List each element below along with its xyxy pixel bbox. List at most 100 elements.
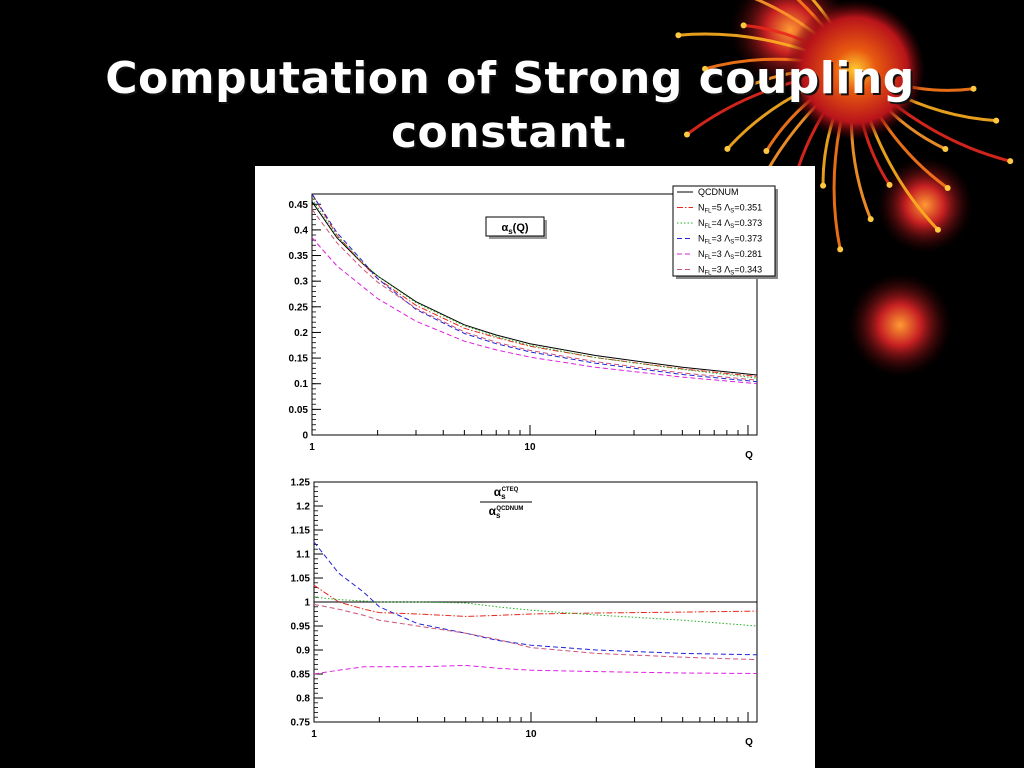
legend-lambda-symbol: Λ — [724, 203, 730, 213]
orb-ray-tip — [867, 216, 874, 223]
ratio-num-symbol: α — [494, 485, 502, 499]
ratio-num-sup: CTEQ — [502, 487, 519, 493]
chart-title-suffix: (Q) — [513, 222, 529, 234]
y-tick-label: 0.4 — [294, 225, 308, 236]
alpha-s-chart: 0 0.05 0.1 0.15 0.2 0.25 0.3 0.35 0.4 0.45 1 10 Qαs(… — [289, 185, 778, 461]
y-tick-label: 0 — [302, 431, 308, 442]
y-tick-label: 0.1 — [294, 379, 308, 390]
legend-lambda-sub: S — [730, 209, 734, 215]
legend-n-value: =3 — [712, 249, 725, 259]
legend-n-sub: FL — [705, 209, 713, 215]
legend-n-value: =5 — [712, 203, 725, 213]
y-tick-label: 1.2 — [296, 502, 310, 513]
orb-ray-tip — [724, 145, 731, 152]
orb-ray-tip — [993, 117, 1000, 124]
series-line — [311, 193, 758, 383]
legend-lambda-sub: S — [730, 255, 734, 261]
legend-label: NFL=5 ΛS=0.351 — [698, 203, 762, 215]
orb-ray-tip — [1007, 158, 1014, 165]
chart-title-sub: s — [508, 227, 513, 236]
legend-label: NFL=3 ΛS=0.343 — [698, 265, 762, 277]
legend-lambda-symbol: Λ — [724, 265, 730, 275]
ratio-den-sup: QCDNUM — [496, 506, 523, 512]
x-axis-label: Q — [745, 450, 753, 461]
legend-n-symbol: N — [698, 249, 705, 259]
legend-lambda-symbol: Λ — [724, 234, 730, 244]
y-tick-label: 1.05 — [291, 574, 311, 585]
legend-n-symbol: N — [698, 265, 705, 275]
x-tick-label: 1 — [309, 442, 315, 453]
y-tick-label: 0.3 — [294, 277, 308, 288]
ratio-den-sub: s — [496, 511, 501, 520]
series-line — [313, 596, 758, 627]
legend-lambda-symbol: Λ — [724, 249, 730, 259]
orb-ray-tip — [733, 88, 740, 95]
x-tick-label: 10 — [524, 442, 536, 453]
y-tick-label: 0.8 — [296, 694, 310, 705]
series-line — [313, 584, 758, 617]
title-box — [485, 216, 545, 237]
orb-ray-tip — [763, 147, 770, 154]
orb-ray-tip — [740, 22, 747, 29]
legend-lambda-sub: S — [730, 224, 734, 230]
orb-ray-tip — [683, 131, 690, 138]
x-tick-label: 1 — [311, 729, 317, 740]
y-tick-label: 1.15 — [291, 526, 311, 537]
series-line — [311, 237, 758, 385]
alpha-s-ratio-chart: 0.75 0.8 0.85 0.9 0.95 1 1.05 1.1 1.15 1.2 1.25 1 10… — [291, 478, 758, 748]
legend-lambda-value: =0.373 — [734, 234, 762, 244]
x-tick-label: 10 — [525, 729, 537, 740]
legend-n-value: =4 — [712, 218, 725, 228]
series-line — [311, 201, 758, 376]
legend-lambda-value: =0.343 — [734, 265, 762, 275]
legend-n-value: =3 — [712, 265, 725, 275]
chart-title: αs(Q) — [501, 222, 528, 236]
legend-lambda-value: =0.281 — [734, 249, 762, 259]
y-tick-label: 1 — [304, 598, 310, 609]
legend-lambda-sub: S — [730, 271, 734, 277]
series-line — [313, 541, 758, 656]
orb-ray-tip — [702, 65, 709, 72]
orb-ray-tip — [837, 246, 844, 253]
y-tick-label: 0.75 — [291, 718, 311, 729]
y-tick-label: 0.9 — [296, 646, 310, 657]
y-tick-label: 1.1 — [296, 550, 310, 561]
ratio-numerator: αsCTEQ — [494, 485, 519, 501]
ratio-den-symbol: α — [489, 504, 497, 518]
y-tick-label: 1.25 — [291, 478, 311, 489]
y-tick-label: 0.05 — [289, 405, 309, 416]
y-tick-label: 0.25 — [289, 302, 309, 313]
legend-lambda-value: =0.373 — [734, 218, 762, 228]
legend-box — [672, 185, 776, 277]
series-line — [313, 664, 758, 675]
legend-label: NFL=3 ΛS=0.373 — [698, 234, 762, 246]
legend-n-sub: FL — [705, 224, 713, 230]
series-line — [311, 193, 758, 377]
y-tick-label: 0.45 — [289, 200, 309, 211]
y-tick-label: 0.85 — [291, 670, 311, 681]
y-tick-label: 0.95 — [291, 622, 311, 633]
legend-label: QCDNUM — [698, 187, 739, 197]
y-tick-label: 0.15 — [289, 354, 309, 365]
orb-ray-tip — [944, 184, 951, 191]
legend-lambda-symbol: Λ — [724, 218, 730, 228]
y-tick-label: 0.35 — [289, 251, 309, 262]
charts-svg: 00.050.10.150.20.250.30.350.40.451 10Qαs(… — [289, 185, 778, 748]
legend-n-sub: FL — [705, 271, 713, 277]
series-line — [313, 603, 758, 661]
legend-n-symbol: N — [698, 203, 705, 213]
legend-label: NFL=3 ΛS=0.281 — [698, 249, 762, 261]
legend-lambda-value: =0.351 — [734, 203, 762, 213]
orb-ray-tip — [675, 32, 682, 39]
orb-ray-tip — [886, 181, 893, 188]
legend-label: NFL=4 ΛS=0.373 — [698, 218, 762, 230]
legend-n-symbol: N — [698, 234, 705, 244]
orb-ray-tip — [934, 226, 941, 233]
x-axis-label: Q — [745, 737, 753, 748]
legend-n-sub: FL — [705, 240, 713, 246]
ratio-num-sub: s — [501, 492, 506, 501]
legend-lambda-sub: S — [730, 240, 734, 246]
